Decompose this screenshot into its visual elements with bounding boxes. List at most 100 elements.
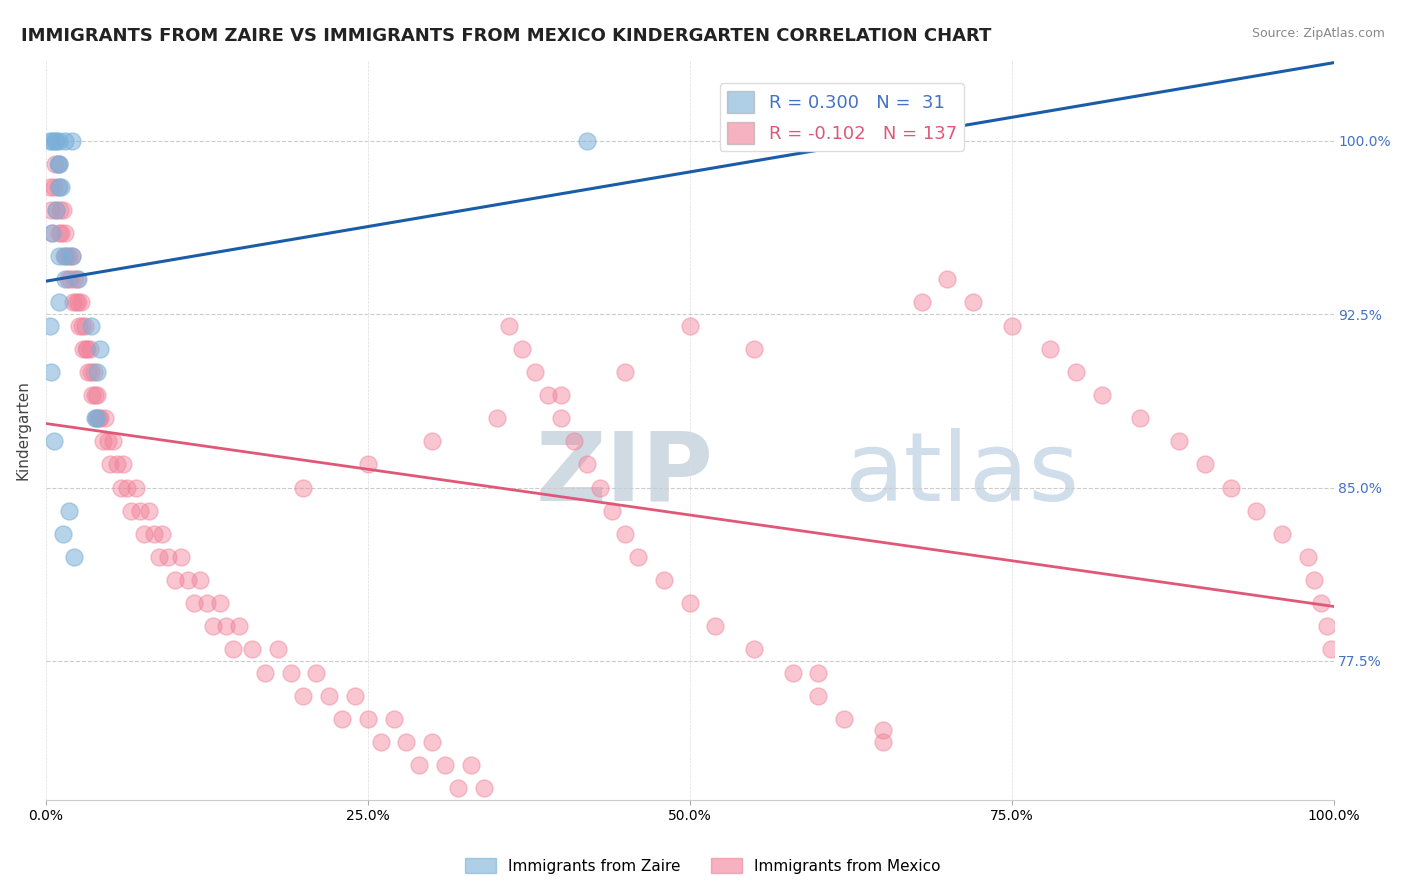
Point bbox=[86, 388, 108, 402]
Point bbox=[41, 134, 63, 148]
Point bbox=[420, 434, 443, 449]
Point bbox=[67, 295, 90, 310]
Point bbox=[170, 549, 193, 564]
Point bbox=[52, 526, 75, 541]
Point bbox=[83, 411, 105, 425]
Point bbox=[45, 134, 67, 148]
Point bbox=[76, 342, 98, 356]
Point bbox=[1219, 481, 1241, 495]
Point bbox=[330, 712, 353, 726]
Point bbox=[75, 342, 97, 356]
Text: ZIP: ZIP bbox=[536, 427, 713, 521]
Point bbox=[39, 365, 62, 379]
Point bbox=[602, 503, 624, 517]
Point bbox=[82, 388, 104, 402]
Point bbox=[627, 549, 650, 564]
Point bbox=[202, 619, 225, 633]
Point bbox=[832, 712, 855, 726]
Point bbox=[63, 549, 86, 564]
Point bbox=[562, 434, 585, 449]
Point bbox=[70, 318, 93, 333]
Point bbox=[89, 411, 111, 425]
Point bbox=[550, 388, 572, 402]
Point bbox=[1296, 549, 1319, 564]
Point bbox=[66, 272, 89, 286]
Point bbox=[83, 388, 105, 402]
Point bbox=[52, 202, 75, 217]
Point bbox=[41, 226, 63, 240]
Point bbox=[512, 342, 534, 356]
Point bbox=[318, 689, 340, 703]
Point bbox=[163, 573, 186, 587]
Point bbox=[38, 134, 60, 148]
Point bbox=[195, 596, 218, 610]
Point bbox=[49, 202, 72, 217]
Point bbox=[215, 619, 238, 633]
Point bbox=[150, 526, 173, 541]
Point bbox=[125, 481, 148, 495]
Point bbox=[53, 249, 76, 263]
Point bbox=[228, 619, 250, 633]
Point bbox=[176, 573, 198, 587]
Point bbox=[53, 249, 76, 263]
Legend: Immigrants from Zaire, Immigrants from Mexico: Immigrants from Zaire, Immigrants from M… bbox=[460, 852, 946, 880]
Point bbox=[962, 295, 984, 310]
Point bbox=[742, 342, 765, 356]
Point bbox=[58, 503, 80, 517]
Point bbox=[44, 157, 66, 171]
Point bbox=[434, 758, 457, 772]
Point bbox=[89, 342, 111, 356]
Point bbox=[110, 481, 132, 495]
Point bbox=[86, 365, 108, 379]
Point bbox=[872, 723, 894, 738]
Point bbox=[1129, 411, 1152, 425]
Point bbox=[190, 573, 212, 587]
Point bbox=[872, 735, 894, 749]
Point bbox=[67, 272, 90, 286]
Point bbox=[485, 805, 508, 819]
Point bbox=[69, 295, 91, 310]
Point bbox=[138, 503, 160, 517]
Point bbox=[87, 411, 110, 425]
Point bbox=[267, 642, 290, 657]
Point bbox=[420, 735, 443, 749]
Point bbox=[53, 134, 76, 148]
Point bbox=[132, 526, 155, 541]
Point bbox=[39, 202, 62, 217]
Point bbox=[48, 157, 70, 171]
Point bbox=[382, 712, 405, 726]
Point bbox=[1303, 573, 1326, 587]
Point bbox=[157, 549, 180, 564]
Point bbox=[1001, 318, 1024, 333]
Point bbox=[80, 318, 103, 333]
Point bbox=[48, 295, 70, 310]
Point bbox=[83, 365, 105, 379]
Point bbox=[357, 458, 380, 472]
Point bbox=[614, 365, 637, 379]
Point bbox=[56, 272, 79, 286]
Point bbox=[588, 481, 610, 495]
Point bbox=[44, 134, 66, 148]
Point bbox=[575, 134, 598, 148]
Point bbox=[60, 249, 83, 263]
Point bbox=[48, 226, 70, 240]
Point bbox=[679, 596, 702, 610]
Point bbox=[129, 503, 152, 517]
Point bbox=[575, 458, 598, 472]
Point bbox=[148, 549, 170, 564]
Point bbox=[614, 526, 637, 541]
Point bbox=[46, 157, 69, 171]
Point bbox=[79, 342, 101, 356]
Point bbox=[1194, 458, 1216, 472]
Point bbox=[704, 619, 727, 633]
Point bbox=[38, 318, 60, 333]
Point bbox=[550, 411, 572, 425]
Point bbox=[120, 503, 142, 517]
Point bbox=[112, 458, 135, 472]
Point bbox=[63, 272, 86, 286]
Point bbox=[447, 781, 470, 796]
Point bbox=[292, 481, 315, 495]
Point bbox=[38, 179, 60, 194]
Point bbox=[115, 481, 138, 495]
Point bbox=[46, 179, 69, 194]
